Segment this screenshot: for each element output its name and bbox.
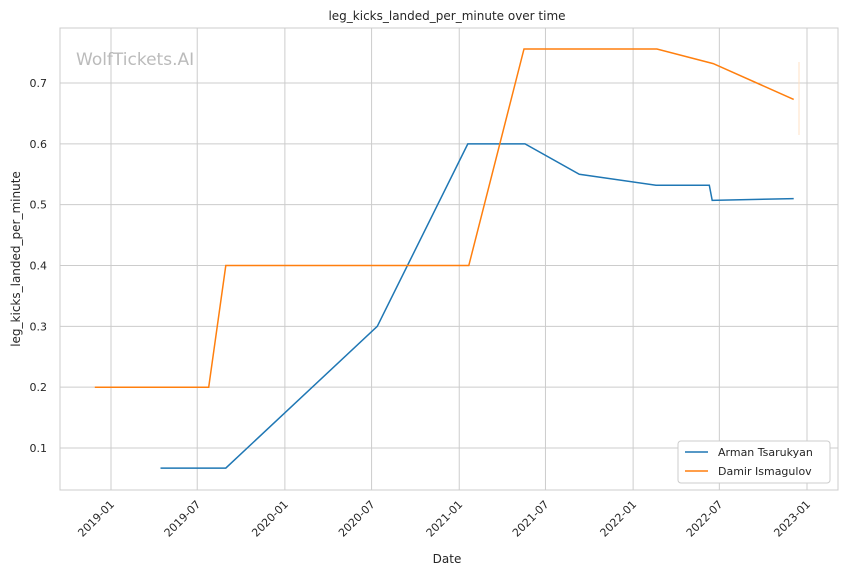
chart-title: leg_kicks_landed_per_minute over time bbox=[328, 9, 565, 23]
series-line-damir-ismagulov bbox=[94, 48, 795, 388]
legend-label-0: Arman Tsarukyan bbox=[718, 446, 813, 459]
y-tick-label: 0.5 bbox=[30, 199, 48, 212]
watermark: WolfTickets.AI bbox=[76, 50, 194, 70]
x-tick-label: 2020-01 bbox=[249, 498, 291, 540]
y-axis-label: leg_kicks_landed_per_minute bbox=[9, 171, 23, 347]
y-tick-label: 0.2 bbox=[30, 381, 48, 394]
x-tick-label: 2021-01 bbox=[424, 498, 466, 540]
x-tick-label: 2020-07 bbox=[336, 498, 378, 540]
x-tick-label: 2019-07 bbox=[162, 498, 204, 540]
series-line-arman-tsarukyan bbox=[160, 143, 794, 469]
x-tick-label: 2022-07 bbox=[684, 498, 726, 540]
y-tick-label: 0.3 bbox=[30, 320, 48, 333]
x-tick-label: 2023-01 bbox=[771, 498, 813, 540]
y-tick-label: 0.4 bbox=[30, 260, 48, 273]
y-tick-label: 0.7 bbox=[30, 77, 48, 90]
x-tick-label: 2022-01 bbox=[598, 498, 640, 540]
x-tick-label: 2019-01 bbox=[75, 498, 117, 540]
y-tick-label: 0.1 bbox=[30, 442, 48, 455]
x-axis-label: Date bbox=[433, 552, 462, 566]
x-tick-label: 2021-07 bbox=[510, 498, 552, 540]
plot-area bbox=[59, 27, 839, 491]
legend: Arman Tsarukyan Damir Ismagulov bbox=[677, 440, 831, 484]
y-tick-label: 0.6 bbox=[30, 138, 48, 151]
legend-label-1: Damir Ismagulov bbox=[718, 465, 812, 478]
